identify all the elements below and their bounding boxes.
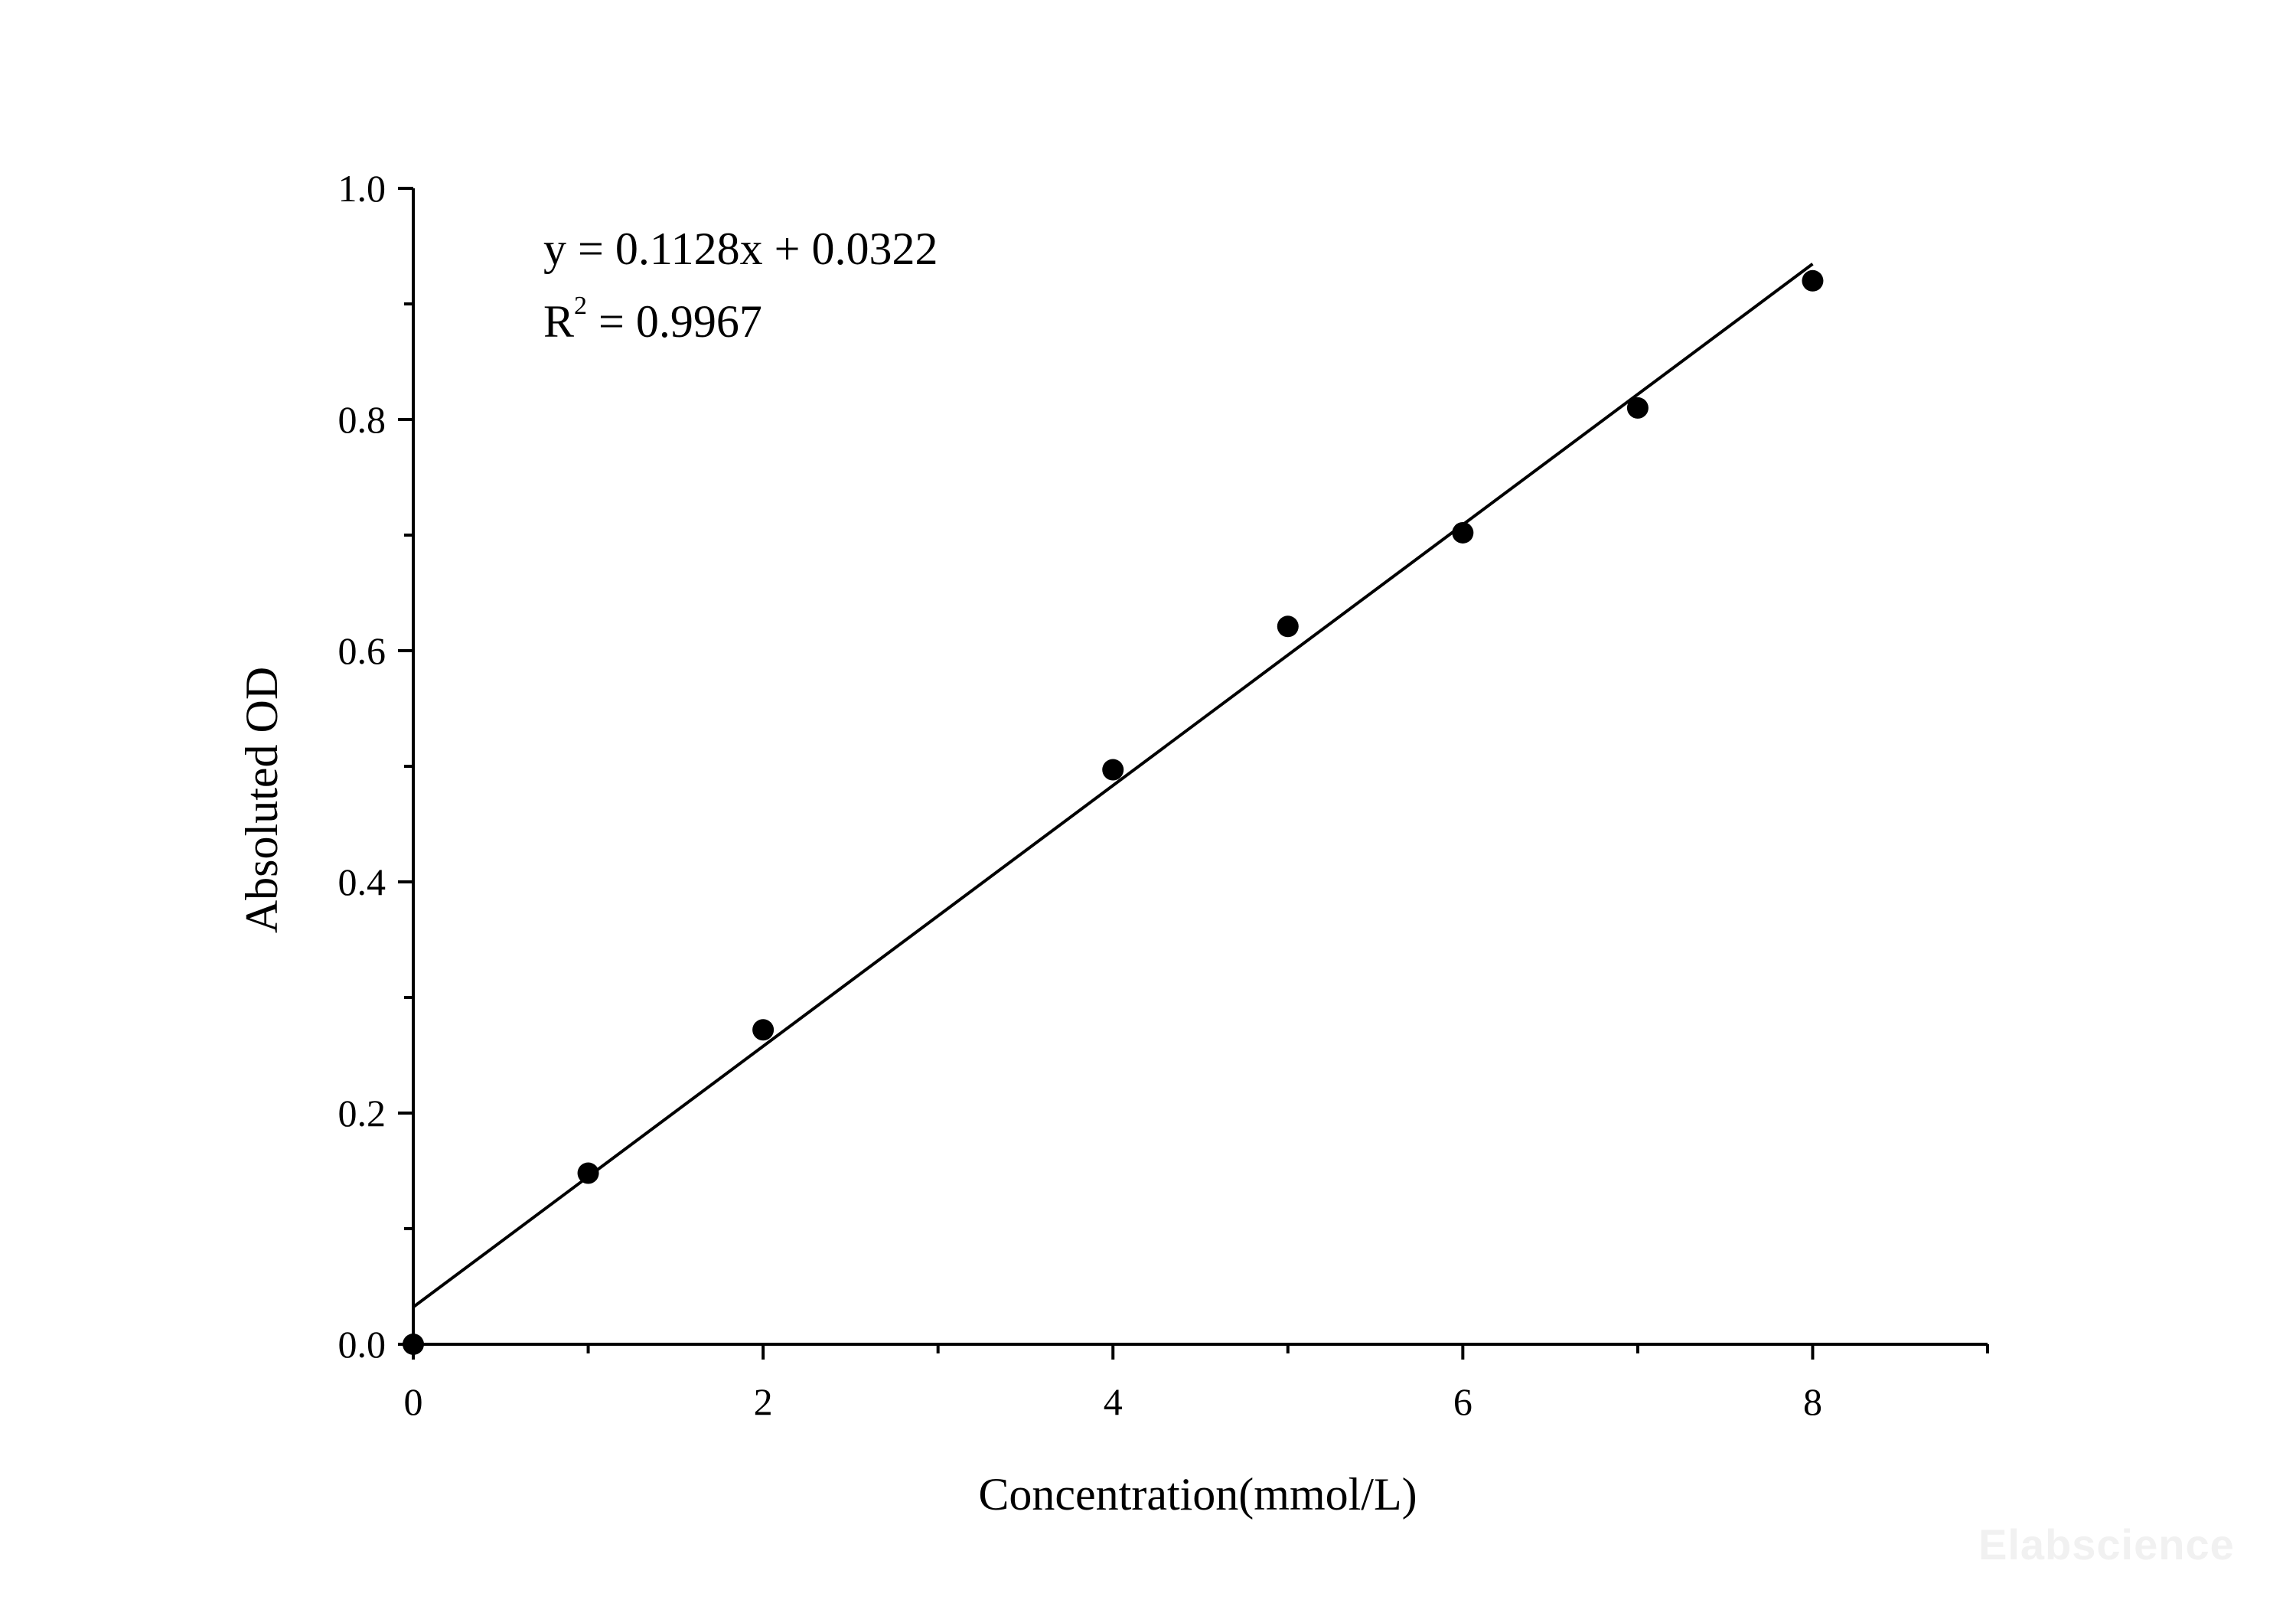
x-tick-label: 6 [1453,1380,1473,1423]
trendline-group [412,263,1814,1308]
data-point [1277,615,1299,638]
x-tick-label: 0 [404,1380,423,1423]
x-tick-label: 8 [1803,1380,1822,1423]
data-points [403,269,1824,1355]
y-tick-label: 0.4 [338,860,386,903]
x-tick-label: 4 [1104,1380,1123,1423]
data-point [577,1162,599,1184]
x-axis-title: Concentration(mmol/L) [978,1469,1417,1520]
axes [412,188,1988,1346]
equation-annotation: y = 0.1128x + 0.0322 [543,224,938,274]
r-squared-exponent: 2 [574,292,587,320]
r-squared-annotation: R2 = 0.9967 [543,292,762,347]
watermark-logo: Elabscience [1978,1520,2235,1569]
trendline [412,263,1814,1308]
y-tick-label: 1.0 [338,167,386,210]
data-point [1626,397,1649,419]
y-tick-label: 0.0 [338,1323,386,1366]
data-point [1802,269,1824,292]
y-tick-label: 0.2 [338,1092,386,1135]
data-point [752,1019,775,1041]
y-tick-label: 0.8 [338,398,386,441]
tick-labels: 0 2 4 6 8 0.0 0.2 0.4 0.6 0.8 1.0 [338,167,1822,1423]
data-point [403,1334,424,1355]
r-squared-prefix: R [543,296,574,347]
axis-ticks [398,187,1989,1360]
x-tick-label: 2 [754,1380,773,1423]
data-point [1452,521,1474,544]
y-tick-label: 0.6 [338,629,386,672]
y-axis-title: Absoluted OD [236,667,287,933]
data-point [1102,759,1124,781]
r-squared-value: = 0.9967 [587,296,762,347]
